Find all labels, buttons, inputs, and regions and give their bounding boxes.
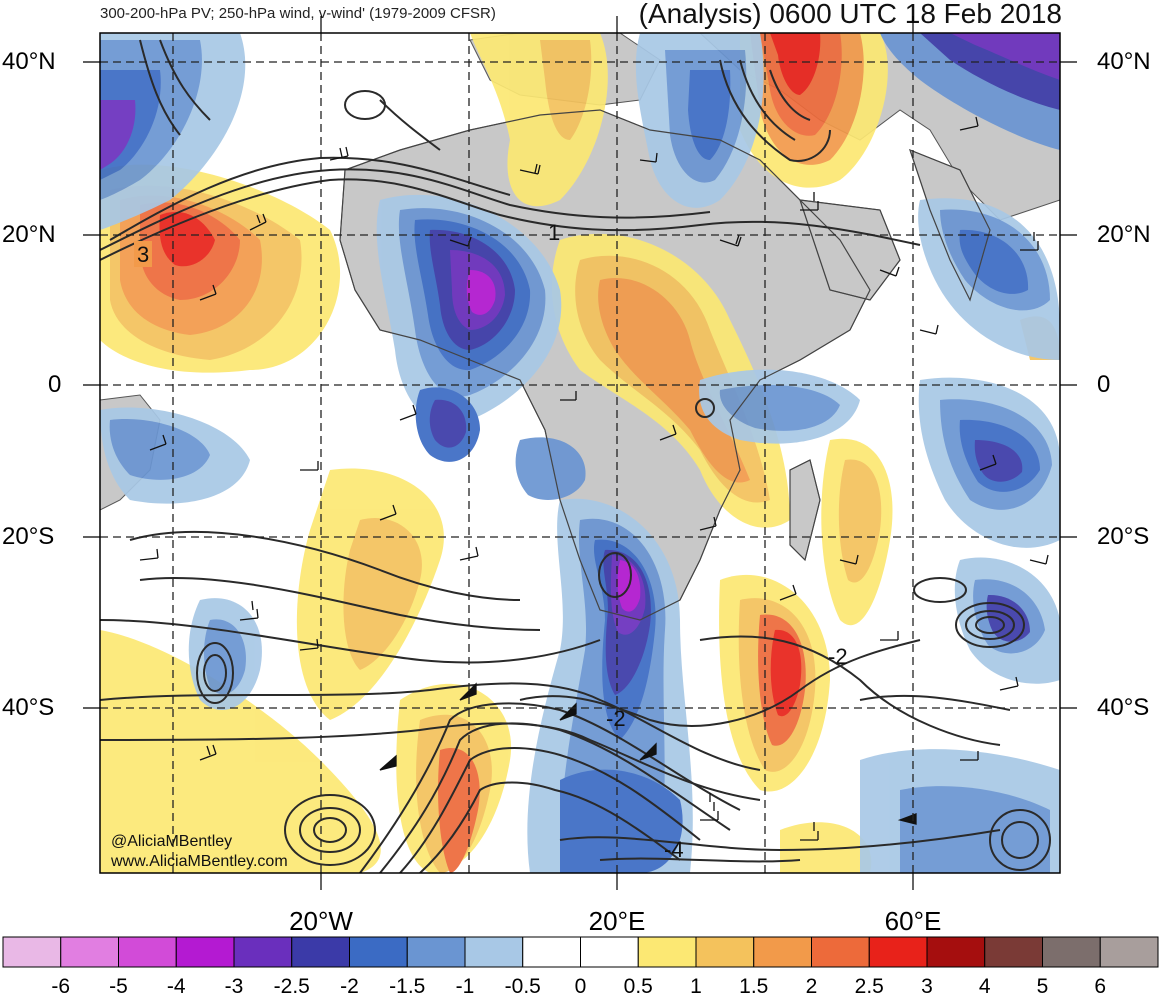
contour-value-labels: 3 1 -2 -2 -4 (134, 220, 848, 862)
map-panel: 3 1 -2 -2 -4 @AliciaMBentley www.AliciaM… (83, 16, 1077, 890)
colorbar-tick-label: 1 (690, 975, 702, 998)
colorbar-tick-label: -3 (224, 975, 244, 998)
graticule (100, 33, 1060, 873)
colorbar-tick-label: 3 (921, 975, 933, 998)
colorbar-swatch (464, 936, 524, 968)
pv-contours (100, 39, 1051, 873)
contour-label: -4 (664, 837, 684, 862)
watermark-url: www.AliciaMBentley.com (110, 853, 288, 870)
colorbar-tick-label: 4 (978, 975, 991, 998)
colorbar-swatch (522, 936, 581, 968)
colorbar-swatch (695, 936, 755, 968)
wind-barbs (139, 116, 1049, 841)
lon-label: 20°W (289, 906, 353, 936)
colorbar-tick-label: -2.5 (273, 975, 310, 998)
colorbar-swatch (984, 936, 1043, 968)
coastlines (339, 109, 991, 621)
lat-label-right: 40°S (1097, 694, 1150, 721)
colorbar-swatch (868, 936, 928, 968)
lat-label-left: 40°N (2, 48, 56, 75)
colorbar-tick-label: -6 (51, 975, 71, 998)
colorbar-swatch (580, 936, 639, 968)
colorbar-swatch (1099, 936, 1159, 968)
lat-label-left: 40°S (2, 694, 55, 721)
lat-label-left: 20°N (2, 221, 56, 248)
pv-negative-shading (100, 33, 1060, 873)
contour-label: 1 (548, 220, 560, 245)
colorbar-swatch (926, 936, 986, 968)
colorbar-swatch (811, 936, 870, 968)
lat-label-right: 20°N (1097, 221, 1151, 248)
colorbar-tick-label: 5 (1036, 975, 1049, 998)
colorbar-tick-label: 0.5 (623, 975, 653, 998)
lat-label-left: 20°S (2, 523, 55, 550)
colorbar-tick-label: 6 (1094, 975, 1107, 998)
lon-label: 60°E (884, 906, 942, 936)
colorbar-swatch (406, 936, 466, 968)
pv-positive-shading (100, 33, 1060, 873)
colorbar-tick-label: 2 (805, 975, 818, 998)
colorbar-swatch (2, 936, 62, 968)
lat-label-right: 20°S (1097, 523, 1150, 550)
colorbar-tick-label: -1 (455, 975, 475, 998)
lat-label-left: 0 (48, 371, 62, 398)
watermark-handle: @AliciaMBentley (111, 833, 232, 850)
colorbar-swatch (753, 936, 812, 968)
axis-ticks (83, 16, 1077, 890)
lat-label-right: 0 (1097, 371, 1111, 398)
colorbar (2, 936, 1159, 968)
colorbar-swatch (60, 936, 119, 968)
colorbar-tick-label: 0 (574, 975, 587, 998)
colorbar-tick-label: -2 (340, 975, 359, 998)
lon-label: 20°E (588, 906, 646, 936)
contour-label: -2 (828, 644, 848, 669)
colorbar-tick-label: -5 (109, 975, 128, 998)
colorbar-swatch (233, 936, 293, 968)
colorbar-tick-label: 1.5 (739, 975, 769, 998)
map-frame (99, 32, 1061, 874)
colorbar-swatch (175, 936, 235, 968)
colorbar-swatch (1042, 936, 1101, 968)
colorbar-swatch (349, 936, 408, 968)
chart-title: (Analysis) 0600 UTC 18 Feb 2018 (638, 0, 1062, 29)
colorbar-tick-label: -4 (166, 975, 186, 998)
contour-label: 3 (137, 242, 149, 267)
colorbar-swatch (291, 936, 350, 968)
colorbar-swatch (637, 936, 697, 968)
colorbar-tick-label: 2.5 (854, 975, 884, 998)
chart-subtitle: 300-200-hPa PV; 250-hPa wind, v-wind' (1… (100, 5, 496, 22)
colorbar-swatch (118, 936, 177, 968)
colorbar-tick-label: -0.5 (504, 975, 541, 998)
colorbar-tick-label: -1.5 (389, 975, 426, 998)
watermark: @AliciaMBentley www.AliciaMBentley.com (110, 833, 288, 870)
lat-label-right: 40°N (1097, 48, 1151, 75)
contour-label: -2 (606, 706, 626, 731)
